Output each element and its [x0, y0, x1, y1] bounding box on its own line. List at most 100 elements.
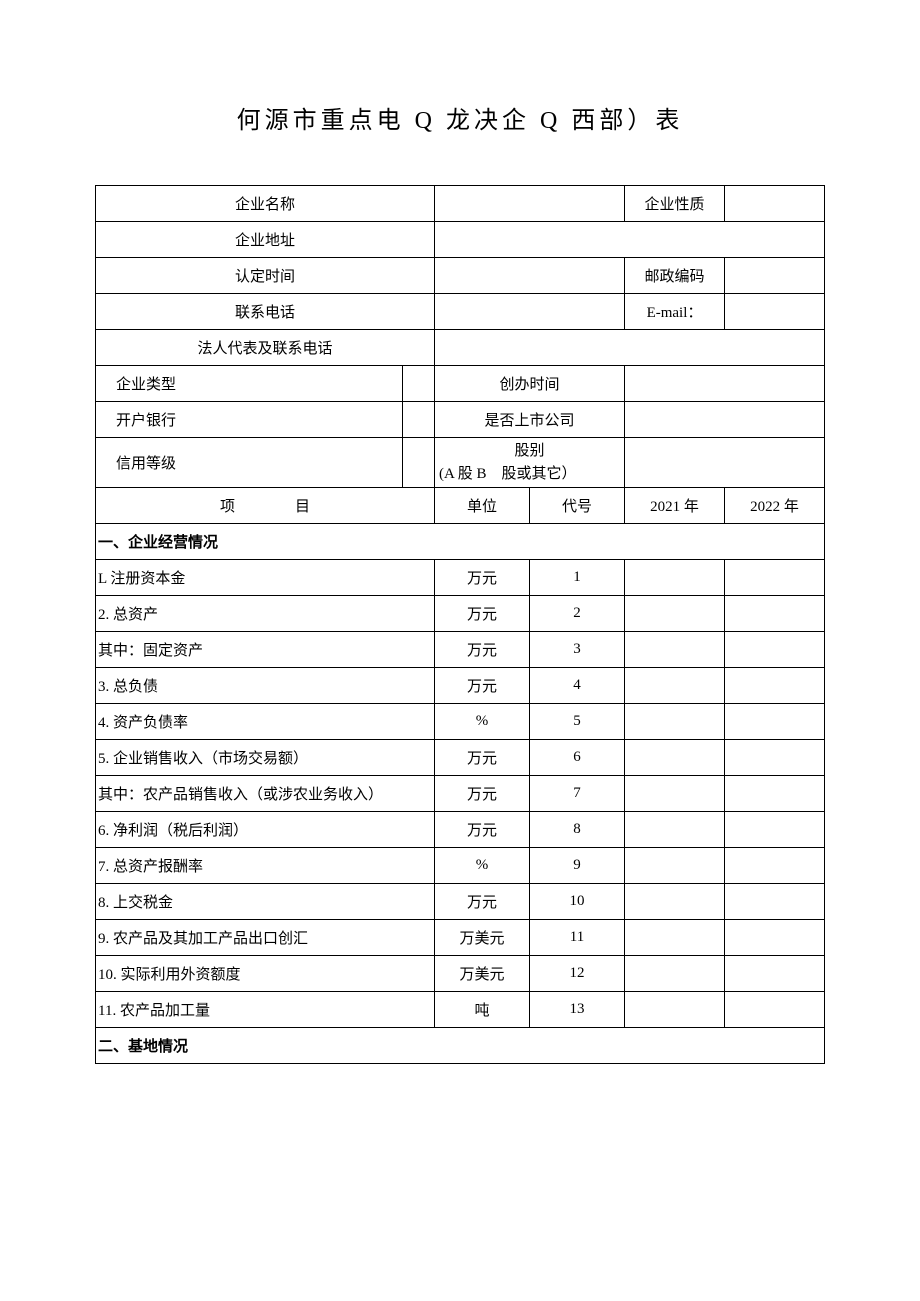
- item-year1: [625, 776, 725, 812]
- col-item-header: 项 目: [96, 488, 435, 524]
- item-code: 6: [530, 740, 625, 776]
- item-year2: [725, 812, 825, 848]
- establish-time-value: [625, 366, 825, 402]
- section2-header-row: 二、基地情况: [96, 1028, 825, 1064]
- table-row: 5. 企业销售收入（市场交易额） 万元 6: [96, 740, 825, 776]
- item-year1: [625, 848, 725, 884]
- item-unit: 万元: [435, 560, 530, 596]
- item-label: 7. 总资产报酬率: [96, 848, 435, 884]
- item-year2: [725, 560, 825, 596]
- section1-title: 一、企业经营情况: [96, 524, 825, 560]
- item-unit: 万元: [435, 884, 530, 920]
- table-row: 其中：农产品销售收入（或涉农业务收入） 万元 7: [96, 776, 825, 812]
- column-header-row: 项 目 单位 代号 2021 年 2022 年: [96, 488, 825, 524]
- item-label: 9. 农产品及其加工产品出口创汇: [96, 920, 435, 956]
- table-row: 4. 资产负债率 % 5: [96, 704, 825, 740]
- company-name-value: [435, 186, 625, 222]
- company-name-label: 企业名称: [96, 186, 435, 222]
- row-company-name: 企业名称 企业性质: [96, 186, 825, 222]
- item-label: 5. 企业销售收入（市场交易额）: [96, 740, 435, 776]
- item-year1: [625, 560, 725, 596]
- table-row: 11. 农产品加工量 吨 13: [96, 992, 825, 1028]
- item-year2: [725, 704, 825, 740]
- row-bank: 开户银行 是否上市公司: [96, 402, 825, 438]
- section2-title: 二、基地情况: [96, 1028, 825, 1064]
- item-unit: 万美元: [435, 956, 530, 992]
- item-label: 11. 农产品加工量: [96, 992, 435, 1028]
- item-label: 其中：固定资产: [96, 632, 435, 668]
- postal-code-value: [725, 258, 825, 294]
- item-label: L 注册资本金: [96, 560, 435, 596]
- share-type-value: [625, 438, 825, 488]
- item-unit: %: [435, 704, 530, 740]
- item-year2: [725, 848, 825, 884]
- item-code: 7: [530, 776, 625, 812]
- item-code: 3: [530, 632, 625, 668]
- item-code: 12: [530, 956, 625, 992]
- item-label: 10. 实际利用外资额度: [96, 956, 435, 992]
- item-unit: 吨: [435, 992, 530, 1028]
- share-type-top: 股别: [439, 440, 620, 463]
- item-code: 13: [530, 992, 625, 1028]
- item-label: 4. 资产负债率: [96, 704, 435, 740]
- legal-rep-label: 法人代表及联系电话: [96, 330, 435, 366]
- item-year1: [625, 596, 725, 632]
- item-code: 9: [530, 848, 625, 884]
- table-row: 9. 农产品及其加工产品出口创汇 万美元 11: [96, 920, 825, 956]
- company-nature-value: [725, 186, 825, 222]
- item-code: 5: [530, 704, 625, 740]
- email-label: E-mail：: [625, 294, 725, 330]
- item-year1: [625, 920, 725, 956]
- item-year2: [725, 596, 825, 632]
- item-year2: [725, 920, 825, 956]
- item-year2: [725, 956, 825, 992]
- item-code: 11: [530, 920, 625, 956]
- establish-time-label: 创办时间: [435, 366, 625, 402]
- item-year2: [725, 740, 825, 776]
- credit-value: [402, 438, 434, 488]
- item-label: 6. 净利润（税后利润）: [96, 812, 435, 848]
- credit-label: 信用等级: [96, 438, 403, 488]
- item-unit: 万元: [435, 740, 530, 776]
- row-legal-rep: 法人代表及联系电话: [96, 330, 825, 366]
- bank-label: 开户银行: [96, 402, 403, 438]
- item-year1: [625, 668, 725, 704]
- item-year2: [725, 632, 825, 668]
- table-row: 10. 实际利用外资额度 万美元 12: [96, 956, 825, 992]
- row-phone: 联系电话 E-mail：: [96, 294, 825, 330]
- table-row: 7. 总资产报酬率 % 9: [96, 848, 825, 884]
- legal-rep-value: [435, 330, 825, 366]
- document-title: 何源市重点电 Q 龙决企 Q 西部）表: [95, 100, 825, 135]
- item-code: 2: [530, 596, 625, 632]
- main-table: 企业名称 企业性质 企业地址 认定时间 邮政编码 联系电话 E-mail： 法人…: [95, 185, 825, 1064]
- section1-header-row: 一、企业经营情况: [96, 524, 825, 560]
- company-address-value: [435, 222, 825, 258]
- col-year2-header: 2022 年: [725, 488, 825, 524]
- item-year2: [725, 668, 825, 704]
- item-year1: [625, 956, 725, 992]
- row-approval-time: 认定时间 邮政编码: [96, 258, 825, 294]
- item-year1: [625, 812, 725, 848]
- listed-value: [625, 402, 825, 438]
- col-year1-header: 2021 年: [625, 488, 725, 524]
- company-nature-label: 企业性质: [625, 186, 725, 222]
- listed-label: 是否上市公司: [435, 402, 625, 438]
- row-company-address: 企业地址: [96, 222, 825, 258]
- item-unit: 万元: [435, 596, 530, 632]
- item-unit: 万美元: [435, 920, 530, 956]
- share-type-label: 股别 (A 股 B 股或其它）: [435, 438, 625, 488]
- item-code: 4: [530, 668, 625, 704]
- email-value: [725, 294, 825, 330]
- postal-code-label: 邮政编码: [625, 258, 725, 294]
- item-label: 2. 总资产: [96, 596, 435, 632]
- bank-value: [402, 402, 434, 438]
- company-address-label: 企业地址: [96, 222, 435, 258]
- table-row: 8. 上交税金 万元 10: [96, 884, 825, 920]
- approval-time-label: 认定时间: [96, 258, 435, 294]
- share-type-bottom: (A 股 B 股或其它）: [439, 463, 620, 486]
- item-year1: [625, 632, 725, 668]
- item-unit: %: [435, 848, 530, 884]
- table-row: L 注册资本金 万元 1: [96, 560, 825, 596]
- item-year2: [725, 992, 825, 1028]
- table-row: 3. 总负债 万元 4: [96, 668, 825, 704]
